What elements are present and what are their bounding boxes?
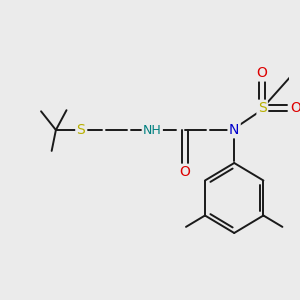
Text: S: S bbox=[258, 101, 266, 115]
Text: O: O bbox=[180, 165, 190, 179]
Text: NH: NH bbox=[143, 124, 162, 136]
Text: O: O bbox=[257, 66, 268, 80]
Text: O: O bbox=[290, 101, 300, 115]
Text: S: S bbox=[76, 123, 85, 137]
Text: N: N bbox=[229, 123, 239, 137]
